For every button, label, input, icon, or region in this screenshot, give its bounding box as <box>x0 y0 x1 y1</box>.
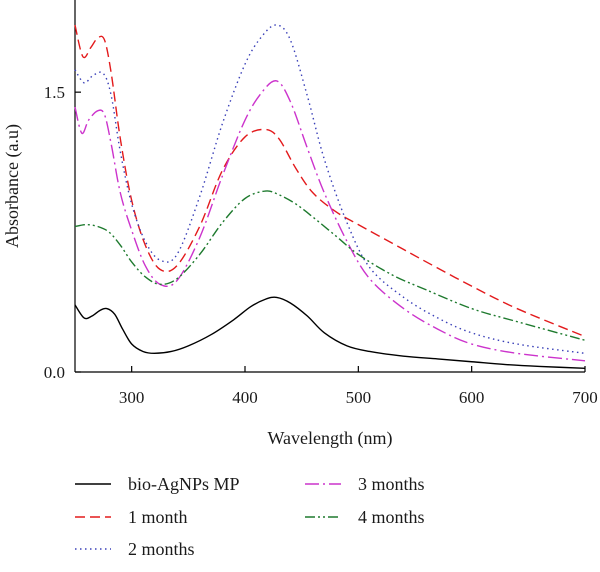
legend-label: 2 months <box>128 539 195 559</box>
series-line-1 <box>74 296 586 369</box>
y-tick-label: 1.5 <box>44 83 65 102</box>
series-line-5 <box>74 190 586 341</box>
legend-item: bio-AgNPs MP <box>75 474 240 494</box>
y-axis-title: Absorbance (a.u) <box>2 124 23 248</box>
x-tick-label: 300 <box>119 388 145 407</box>
x-axis-title: Wavelength (nm) <box>267 428 392 449</box>
x-tick-label: 500 <box>346 388 372 407</box>
legend-item: 3 months <box>305 474 425 494</box>
legend-label: 3 months <box>358 474 425 494</box>
series-layer <box>74 24 586 369</box>
legend-item: 4 months <box>305 507 425 527</box>
plot-area: 300 400 500 600 700 0.0 1.5 <box>44 0 598 407</box>
y-tick-label: 0.0 <box>44 363 65 382</box>
legend: bio-AgNPs MP 1 month 2 months 3 months 4 mon… <box>75 474 425 559</box>
legend-item: 1 month <box>75 507 188 527</box>
series-line-3 <box>74 24 586 355</box>
ticks-layer: 300 400 500 600 700 0.0 1.5 <box>44 83 598 407</box>
legend-label: 4 months <box>358 507 425 527</box>
legend-label: bio-AgNPs MP <box>128 474 240 494</box>
series-line-2 <box>74 24 586 338</box>
x-tick-label: 700 <box>572 388 598 407</box>
x-tick-label: 400 <box>232 388 258 407</box>
legend-item: 2 months <box>75 539 195 559</box>
series-line-4 <box>74 80 586 362</box>
x-tick-label: 600 <box>459 388 485 407</box>
legend-label: 1 month <box>128 507 188 527</box>
